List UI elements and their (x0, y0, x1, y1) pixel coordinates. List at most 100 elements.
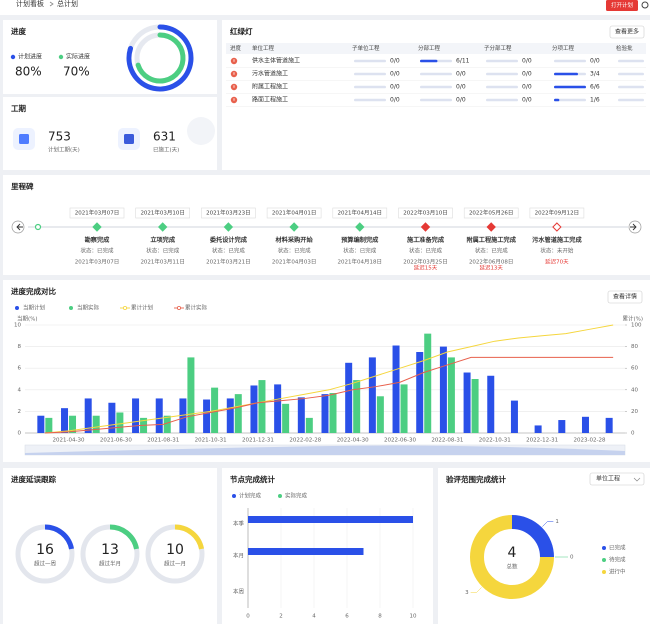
milestone-date-box (398, 207, 453, 219)
cell-track (618, 72, 644, 76)
milestone-status: 状态：已完成 (409, 247, 443, 255)
bar (187, 357, 195, 433)
x-tick-label: 2022-04-30 (337, 438, 369, 444)
y-tick-label: 10 (14, 323, 21, 329)
legend-dot (58, 54, 64, 60)
legend-label: 累计实际 (185, 304, 208, 312)
slice-label: 3 (465, 590, 469, 596)
duration-label: 已施工(天) (153, 146, 179, 154)
open-plan-label[interactable]: 打开计划 (611, 1, 633, 9)
bar (447, 357, 455, 433)
bar (463, 372, 471, 433)
milestone-status: 状态：已完成 (146, 247, 180, 255)
milestone-name: 附属工程施工完成 (466, 236, 516, 244)
progress-value: 70% (63, 65, 90, 79)
bar (416, 352, 424, 433)
y-axis-title: 当期(%) (17, 315, 38, 323)
detail-button[interactable] (607, 290, 643, 304)
cell-bar (554, 85, 586, 89)
bar (439, 346, 447, 433)
milestone-name: 勘察完成 (85, 236, 111, 244)
cell-label: 0/0 (456, 71, 466, 78)
milestone-diamond (486, 222, 496, 232)
dropdown-caret[interactable] (633, 477, 641, 482)
top-bar-bg (0, 0, 650, 15)
bar (69, 415, 77, 433)
bar (132, 398, 140, 433)
bar (558, 420, 566, 433)
panel-title: 节点完成统计 (230, 474, 275, 484)
duration-icon-glyph (19, 134, 29, 144)
ring-accent (174, 524, 204, 550)
cell-track (420, 98, 452, 102)
milestone-date-box (201, 207, 256, 219)
legend-label: 当期实际 (77, 304, 100, 312)
more-button-label[interactable]: 查看更多 (615, 28, 639, 36)
scope-dropdown[interactable] (589, 472, 645, 486)
duration-panel: 工期 753 计划工期(天) 631 已施工(天) (3, 97, 217, 170)
cell-label: 6/11 (456, 58, 470, 65)
milestone-status: 状态：已完成 (80, 247, 114, 255)
comparison-panel: 进度完成对比 查看详情 当期(%) 累计(%) 0246810020406080… (3, 280, 650, 462)
milestone-date-box (529, 207, 585, 219)
y2-tick-label: 20 (631, 409, 638, 415)
delay-label: 超过一月 (164, 560, 186, 568)
search-icon[interactable] (641, 1, 649, 9)
panel-bg (3, 280, 650, 462)
y-tick-label: 2 (18, 409, 22, 415)
y2-tick-label: 80 (631, 344, 638, 350)
bar (84, 398, 92, 433)
scope-dropdown-label[interactable]: 单位工程 (596, 475, 620, 483)
y2-axis-title: 累计(%) (622, 315, 643, 323)
table-header: 分项工程 (552, 44, 575, 52)
x-tick-label: 2022-06-30 (384, 438, 416, 444)
y-tick-label: 本月 (233, 552, 244, 560)
delay-value: 16 (36, 542, 54, 558)
scroll-arrow-glyph[interactable] (16, 223, 23, 231)
duration-value: 631 (153, 130, 176, 144)
legend-label: 计划进度 (18, 53, 42, 61)
bar (392, 345, 400, 433)
open-plan-button[interactable] (606, 0, 638, 11)
slice-label: 1 (555, 519, 559, 525)
line-series (44, 356, 614, 434)
milestone-name: 污水管道施工完成 (532, 236, 582, 244)
legend-label: 实际进度 (66, 53, 90, 61)
table-header: 子分部工程 (484, 44, 512, 52)
milestone-delay: 延迟13天 (479, 264, 503, 272)
panel-title: 红绿灯 (230, 26, 253, 36)
cell-track (354, 72, 386, 76)
milestone-status: 状态：已完成 (475, 247, 509, 255)
cell-track (420, 85, 452, 89)
milestone-plan-date: 2022年03月10日 (403, 209, 448, 217)
scroll-arrow-glyph[interactable] (630, 223, 637, 231)
milestone-status: 状态：未开始 (540, 247, 574, 255)
traffic-panel: 红绿灯 查看更多 进度 单位工程 子单位工程 分部工程 子分部工程 分项工程 检验批供水主体… (222, 20, 650, 170)
y2-tick-label: 0 (631, 431, 635, 437)
bar (345, 362, 353, 433)
panel-bg (3, 468, 217, 624)
delay-value: 10 (166, 542, 184, 558)
detail-button-label[interactable]: 查看详情 (613, 293, 637, 301)
bar (487, 375, 495, 433)
y-tick-label: 0 (18, 431, 22, 437)
milestone-plan-date: 2022年09月12日 (535, 209, 580, 217)
bar (248, 516, 413, 523)
donut-slice (470, 515, 554, 599)
bar (297, 397, 305, 433)
more-button[interactable] (609, 25, 645, 39)
cell-track (554, 98, 586, 102)
x-tick-label: 8 (378, 614, 382, 620)
milestone-date-box (463, 207, 519, 219)
milestone-actual-date: 2021年04月18日 (338, 258, 383, 266)
panel-bg (222, 20, 650, 170)
milestone-plan-date: 2021年03月07日 (75, 209, 120, 217)
cell-label: 0/0 (390, 58, 400, 65)
ring-accent (44, 524, 74, 550)
cell-label: 0/0 (590, 58, 600, 65)
breadcrumb: 总计划 (57, 0, 78, 8)
progress-arc (135, 32, 186, 84)
bar (368, 357, 376, 433)
bar (329, 393, 337, 433)
milestone-plan-date: 2021年03月23日 (206, 209, 251, 217)
